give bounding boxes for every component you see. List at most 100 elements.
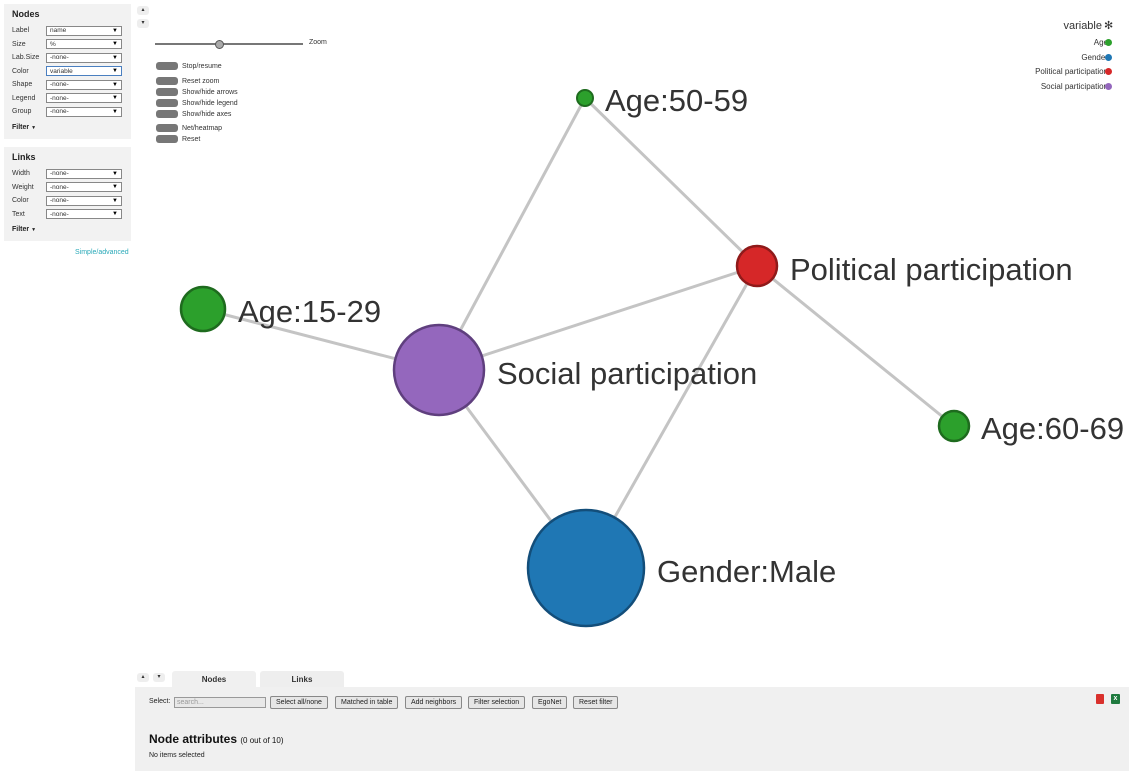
node-attributes-count: (0 out of 10) xyxy=(240,736,284,745)
tab-links[interactable]: Links xyxy=(260,671,344,688)
node-age-15-29[interactable] xyxy=(179,285,227,333)
width-label: Width xyxy=(12,170,30,178)
collapse-panel-button[interactable]: ▴ xyxy=(137,6,149,15)
node-age-60-69[interactable] xyxy=(937,409,971,443)
collapse-panel-button[interactable]: ▾ xyxy=(137,19,149,28)
label-select[interactable]: name ▼ xyxy=(46,25,122,36)
node-label-age-50-59: Age:50-59 xyxy=(605,83,748,118)
legend-item-social[interactable]: Social participation xyxy=(1040,82,1108,91)
shape-select[interactable]: -none- ▼ xyxy=(46,79,122,90)
show-hide-arrows-button[interactable]: Show/hide arrows xyxy=(156,88,238,96)
text-label: Text xyxy=(12,210,25,218)
nodes-panel: Nodes Label name ▼ Size% ▼ Lab.Size -none- ▼ … xyxy=(4,4,131,139)
reset-zoom-button[interactable]: Reset zoom xyxy=(156,77,219,85)
labsize-select[interactable]: -none- ▼ xyxy=(46,52,122,63)
node-label-political: Political participation xyxy=(790,252,1073,287)
node-labels: Age:50-59 Political participation Age:15… xyxy=(238,83,1124,589)
pdf-export-icon[interactable] xyxy=(1096,694,1104,704)
dropdown-arrow-icon: ▼ xyxy=(112,27,118,34)
node-label-age-60-69: Age:60-69 xyxy=(981,411,1124,446)
dropdown-arrow-icon: ▼ xyxy=(112,211,118,218)
color-label: Color xyxy=(12,67,29,75)
search-input[interactable]: search... xyxy=(174,697,266,708)
dropdown-arrow-icon: ▼ xyxy=(112,184,118,191)
shape-label: Shape xyxy=(12,81,33,89)
node-age-50-59[interactable] xyxy=(576,89,594,107)
zoom-slider-handle[interactable] xyxy=(215,40,224,49)
group-label: Group xyxy=(12,108,32,116)
link-color-label: Color xyxy=(12,197,29,205)
dropdown-arrow-icon: ▼ xyxy=(112,54,118,61)
nodes-filter-toggle[interactable]: Filter ▼ xyxy=(12,123,37,131)
stop-resume-button[interactable]: Stop/resume xyxy=(156,62,222,70)
legend-item-age[interactable]: Age xyxy=(1093,38,1108,47)
legend-settings-icon[interactable]: ✻ xyxy=(1104,20,1114,32)
matched-in-table-button[interactable]: Matched in table xyxy=(335,696,399,709)
legend-item-gender[interactable]: Gender xyxy=(1081,53,1108,62)
dropdown-arrow-icon: ▼ xyxy=(112,81,118,88)
dropdown-arrow-icon: ▼ xyxy=(112,41,118,48)
select-all-none-button[interactable]: Select all/none xyxy=(270,696,328,709)
zoom-slider-track[interactable] xyxy=(155,43,303,45)
add-neighbors-button[interactable]: Add neighbors xyxy=(405,696,463,709)
legend-dot-age xyxy=(1105,39,1112,46)
show-hide-legend-button[interactable]: Show/hide legend xyxy=(156,99,238,107)
caret-down-icon: ▼ xyxy=(31,227,37,233)
node-political-participation[interactable] xyxy=(735,244,779,288)
collapse-table-button[interactable]: ▾ xyxy=(153,673,165,682)
dropdown-arrow-icon: ▼ xyxy=(112,108,118,115)
color-select[interactable]: variable ▼ xyxy=(46,66,122,77)
legend-dot-social xyxy=(1105,83,1112,90)
select-label: Select: xyxy=(149,698,171,705)
reset-button[interactable]: Reset xyxy=(156,135,200,143)
net-heatmap-button[interactable]: Net/heatmap xyxy=(156,124,222,132)
excel-export-icon[interactable]: x xyxy=(1111,694,1120,704)
legend-dot-gender xyxy=(1105,54,1112,61)
legend-dot-political xyxy=(1105,68,1112,75)
labsize-label: Lab.Size xyxy=(12,54,40,62)
tab-nodes[interactable]: Nodes xyxy=(172,671,256,688)
show-hide-axes-button[interactable]: Show/hide axes xyxy=(156,110,231,118)
nodes xyxy=(179,89,971,628)
dropdown-arrow-icon: ▼ xyxy=(112,197,118,204)
dropdown-arrow-icon: ▼ xyxy=(112,170,118,177)
selection-status: No items selected xyxy=(149,752,205,759)
links-filter-toggle[interactable]: Filter ▼ xyxy=(12,226,37,233)
group-select[interactable]: -none- ▼ xyxy=(46,106,122,117)
node-attributes-title: Node attributes (0 out of 10) xyxy=(149,732,284,746)
reset-filter-button[interactable]: Reset filter xyxy=(573,696,619,709)
legend-item-political[interactable]: Political participation xyxy=(1035,67,1108,76)
zoom-label: Zoom xyxy=(309,39,327,46)
collapse-table-button[interactable]: ▴ xyxy=(137,673,149,682)
label-label: Label xyxy=(12,27,30,35)
nodes-panel-title: Nodes xyxy=(12,9,40,19)
simple-advanced-link[interactable]: Simple/advanced xyxy=(75,249,129,256)
node-social-participation[interactable] xyxy=(392,323,486,417)
legend-label: Legend xyxy=(12,94,36,102)
dropdown-arrow-icon: ▼ xyxy=(112,68,118,75)
size-select[interactable]: % ▼ xyxy=(46,39,122,50)
text-select[interactable]: -none- ▼ xyxy=(46,209,122,220)
node-label-age-15-29: Age:15-29 xyxy=(238,294,381,329)
link-color-select[interactable]: -none- ▼ xyxy=(46,195,122,206)
node-gender-male[interactable] xyxy=(526,508,646,628)
link-social-political xyxy=(438,264,758,372)
weight-label: Weight xyxy=(12,183,34,191)
weight-select[interactable]: -none- ▼ xyxy=(46,182,122,193)
node-label-gender-male: Gender:Male xyxy=(657,554,836,589)
caret-down-icon: ▼ xyxy=(31,124,37,131)
width-select[interactable]: -none- ▼ xyxy=(46,168,122,179)
legend-select[interactable]: -none- ▼ xyxy=(46,93,122,104)
links-panel: Links Width -none- ▼ Weight -none- ▼ Color -n… xyxy=(4,147,131,241)
dropdown-arrow-icon: ▼ xyxy=(112,95,118,102)
link-social-age5059 xyxy=(437,97,587,371)
size-label: Size xyxy=(12,40,26,48)
links xyxy=(202,96,955,569)
egonet-button[interactable]: EgoNet xyxy=(532,696,568,709)
node-label-social: Social participation xyxy=(497,356,757,391)
legend-title: variable xyxy=(1063,20,1102,32)
link-political-age6069 xyxy=(756,264,955,428)
filter-selection-button[interactable]: Filter selection xyxy=(468,696,526,709)
links-panel-title: Links xyxy=(12,152,36,162)
